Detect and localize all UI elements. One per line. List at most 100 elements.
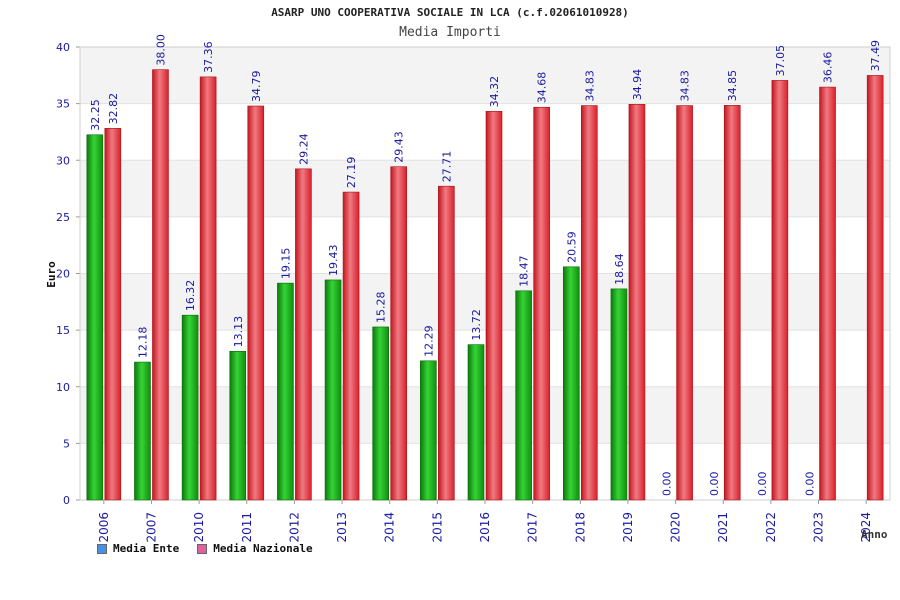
bar-nazionale bbox=[438, 185, 455, 501]
bar-ente bbox=[134, 361, 151, 501]
data-label-nazionale: 29.24 bbox=[297, 133, 310, 165]
data-label-ente: 15.28 bbox=[375, 291, 388, 323]
bar-nazionale bbox=[676, 105, 693, 501]
x-tick-label: 2018 bbox=[573, 512, 587, 543]
y-tick-label: 35 bbox=[56, 98, 70, 111]
x-tick-label: 2006 bbox=[97, 512, 111, 543]
data-label-nazionale: 34.83 bbox=[583, 70, 596, 102]
bar-nazionale bbox=[866, 75, 884, 501]
x-tick-label: 2016 bbox=[478, 512, 492, 543]
data-label-ente: 19.43 bbox=[327, 244, 340, 276]
bar-ente bbox=[372, 326, 390, 501]
y-tick-label: 10 bbox=[56, 381, 70, 394]
data-label-nazionale: 34.32 bbox=[488, 76, 501, 108]
bar-nazionale bbox=[819, 86, 836, 501]
data-label-ente: 18.64 bbox=[613, 253, 626, 285]
y-tick-label: 30 bbox=[56, 154, 70, 167]
x-tick-label: 2012 bbox=[287, 512, 301, 543]
x-tick-label: 2017 bbox=[526, 512, 540, 543]
data-label-ente: 0.00 bbox=[756, 472, 769, 497]
x-tick-label: 2015 bbox=[430, 512, 444, 543]
bar-nazionale bbox=[199, 76, 217, 501]
data-label-nazionale: 36.46 bbox=[822, 52, 835, 84]
y-tick-label: 15 bbox=[56, 324, 70, 337]
bar-nazionale bbox=[390, 166, 408, 501]
x-axis-label: Anno bbox=[861, 528, 888, 541]
x-tick-label: 2020 bbox=[669, 512, 683, 543]
data-label-ente: 13.72 bbox=[470, 309, 483, 341]
bar-ente bbox=[86, 134, 104, 501]
bar-ente bbox=[515, 290, 532, 501]
data-label-ente: 18.47 bbox=[518, 255, 531, 287]
data-label-nazionale: 38.00 bbox=[154, 34, 167, 66]
bar-nazionale bbox=[247, 105, 265, 501]
y-tick-label: 25 bbox=[56, 211, 70, 224]
data-label-nazionale: 34.68 bbox=[536, 72, 549, 104]
data-label-ente: 12.29 bbox=[422, 325, 435, 357]
data-label-ente: 13.13 bbox=[232, 316, 245, 348]
data-label-nazionale: 27.71 bbox=[440, 151, 453, 183]
chart-subtitle: Media Importi bbox=[399, 25, 501, 40]
x-tick-label: 2013 bbox=[335, 512, 349, 543]
legend-item-nazionale: Media Nazionale bbox=[197, 542, 313, 555]
data-label-nazionale: 37.05 bbox=[774, 45, 787, 77]
bar-nazionale bbox=[295, 168, 312, 501]
x-tick-label: 2019 bbox=[621, 512, 635, 543]
data-label-ente: 32.25 bbox=[89, 99, 102, 131]
data-label-ente: 12.18 bbox=[136, 327, 149, 359]
data-label-nazionale: 29.43 bbox=[393, 131, 406, 163]
y-tick-label: 5 bbox=[63, 437, 70, 450]
bar-ente bbox=[610, 288, 628, 501]
chart-title: ASARP UNO COOPERATIVA SOCIALE IN LCA (c.… bbox=[271, 6, 629, 19]
data-label-nazionale: 32.82 bbox=[107, 93, 120, 125]
data-label-nazionale: 27.19 bbox=[345, 157, 358, 189]
x-tick-label: 2022 bbox=[764, 512, 778, 543]
x-tick-label: 2014 bbox=[383, 512, 397, 543]
x-tick-label: 2011 bbox=[240, 512, 254, 543]
y-axis-label: Euro bbox=[44, 261, 58, 288]
bar-ente bbox=[181, 314, 199, 501]
x-tick-label: 2007 bbox=[144, 512, 158, 543]
bar-ente bbox=[562, 266, 580, 501]
data-label-ente: 0.00 bbox=[708, 472, 721, 497]
data-label-ente: 0.00 bbox=[661, 472, 674, 497]
legend-label-ente: Media Ente bbox=[113, 542, 180, 555]
x-tick-label: 2021 bbox=[716, 512, 730, 543]
data-label-nazionale: 37.36 bbox=[202, 41, 215, 73]
bar-nazionale bbox=[723, 105, 741, 501]
x-tick-label: 2024 bbox=[859, 512, 873, 543]
x-tick-label: 2010 bbox=[192, 512, 206, 543]
data-label-ente: 16.32 bbox=[184, 280, 197, 312]
data-label-ente: 19.15 bbox=[279, 248, 292, 280]
legend: Media Ente Media Nazionale bbox=[97, 542, 313, 555]
legend-swatch-ente bbox=[97, 543, 107, 554]
bar-nazionale bbox=[533, 106, 550, 501]
data-label-nazionale: 34.79 bbox=[250, 71, 263, 103]
bar-ente bbox=[324, 279, 342, 501]
data-label-ente: 20.59 bbox=[565, 231, 578, 263]
data-label-nazionale: 34.83 bbox=[679, 70, 692, 102]
bar-nazionale bbox=[104, 128, 122, 501]
data-label-nazionale: 34.85 bbox=[726, 70, 739, 102]
x-tick-label: 2023 bbox=[812, 512, 826, 543]
y-tick-label: 40 bbox=[56, 41, 70, 54]
legend-label-nazionale: Media Nazionale bbox=[213, 542, 313, 555]
data-label-nazionale: 34.94 bbox=[631, 69, 644, 101]
bar-nazionale bbox=[580, 105, 598, 501]
bar-nazionale bbox=[342, 191, 360, 501]
bar-nazionale bbox=[771, 80, 789, 501]
bar-ente bbox=[467, 344, 485, 501]
bar-nazionale bbox=[485, 111, 503, 501]
data-label-nazionale: 37.49 bbox=[869, 40, 882, 72]
y-tick-label: 20 bbox=[56, 268, 70, 281]
legend-swatch-nazionale bbox=[197, 543, 208, 554]
bar-ente bbox=[229, 351, 247, 501]
data-label-ente: 0.00 bbox=[804, 472, 817, 497]
bar-nazionale bbox=[152, 69, 169, 501]
bar-ente bbox=[277, 282, 294, 501]
bar-ente bbox=[420, 360, 437, 501]
bar-nazionale bbox=[628, 104, 646, 501]
y-tick-label: 0 bbox=[63, 494, 70, 507]
